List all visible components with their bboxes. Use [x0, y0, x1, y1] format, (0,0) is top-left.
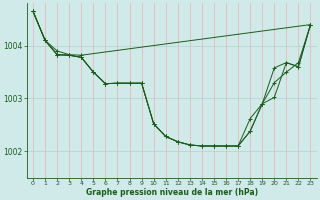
X-axis label: Graphe pression niveau de la mer (hPa): Graphe pression niveau de la mer (hPa) [86, 188, 258, 197]
